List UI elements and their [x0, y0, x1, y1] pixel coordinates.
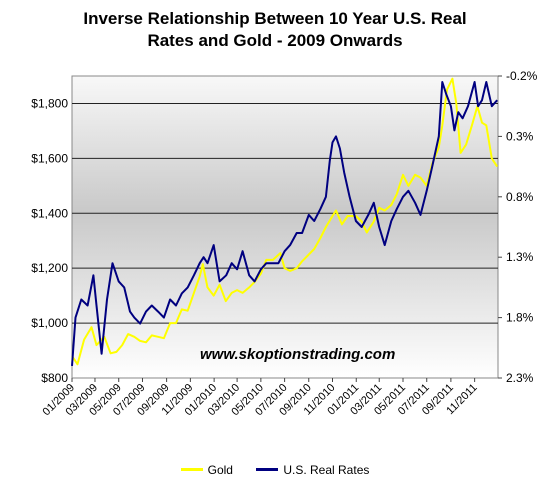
right-tick-label: 1.3%: [506, 250, 534, 264]
right-tick-label: 0.3%: [506, 129, 534, 143]
x-axis: 01/200903/200905/200907/200909/200911/20…: [41, 378, 480, 418]
left-tick-label: $800: [41, 371, 68, 385]
right-tick-label: -0.2%: [506, 69, 538, 83]
left-tick-label: $1,000: [31, 316, 68, 330]
series-line-real-rates: [71, 81, 498, 366]
right-tick-label: 0.8%: [506, 190, 534, 204]
left-tick-label: $1,800: [31, 96, 68, 110]
right-tick-label: 1.8%: [506, 311, 534, 325]
legend-item-gold: Gold: [180, 462, 233, 477]
chart-title-line-1: Inverse Relationship Between 10 Year U.S…: [83, 9, 467, 28]
series-layer: [71, 77, 499, 366]
left-tick-label: $1,200: [31, 261, 68, 275]
gridlines: [72, 102, 498, 324]
chart-title-line-2: Rates and Gold - 2009 Onwards: [147, 31, 403, 50]
left-tick-label: $1,600: [31, 151, 68, 165]
right-tick-label: 2.3%: [506, 371, 534, 385]
left-axis: $800 $1,000 $1,200 $1,400 $1,600 $1,800: [31, 96, 68, 385]
plot-background: [71, 75, 499, 379]
right-axis: -0.2% 0.3% 0.8% 1.3% 1.8% 2.3%: [498, 69, 538, 385]
legend-swatch-gold: [180, 468, 203, 471]
left-tick-label: $1,400: [31, 206, 68, 220]
legend-label-real-rates: U.S. Real Rates: [283, 462, 370, 477]
legend: Gold U.S. Real Rates: [0, 460, 550, 477]
legend-item-real-rates: U.S. Real Rates: [256, 463, 369, 477]
chart-title: Inverse Relationship Between 10 Year U.S…: [0, 8, 550, 52]
legend-label-gold: Gold: [207, 462, 233, 477]
legend-swatch-real-rates: [256, 468, 279, 471]
watermark: www.skoptionstrading.com: [200, 346, 396, 363]
series-line-gold: [71, 77, 499, 366]
